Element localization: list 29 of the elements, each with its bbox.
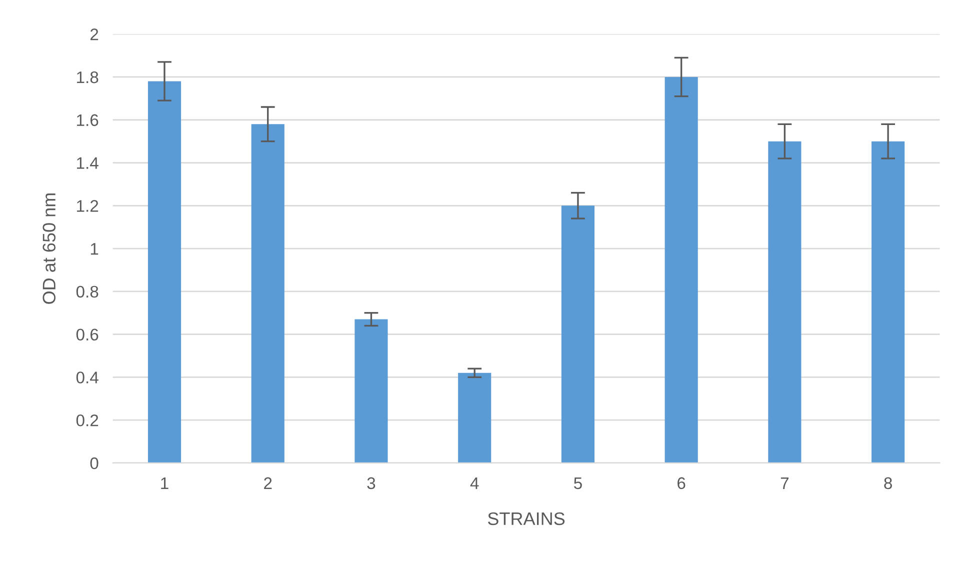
x-tick-label: 3 xyxy=(367,477,376,490)
x-axis-title: STRAINS xyxy=(488,512,565,526)
x-tick-label: 2 xyxy=(264,477,272,489)
bar xyxy=(768,141,802,463)
x-tick-label: 4 xyxy=(470,477,479,489)
y-tick-label: 0.6 xyxy=(76,328,98,341)
x-tick-label: 5 xyxy=(574,477,582,490)
y-tick-label: 1 xyxy=(90,243,98,255)
y-axis-title: OD at 650 nm xyxy=(42,194,56,304)
y-tick-label: 0.2 xyxy=(76,414,98,426)
y-tick-label: 0 xyxy=(90,457,98,470)
bar xyxy=(458,372,492,463)
bar xyxy=(561,206,594,463)
bar xyxy=(872,141,905,463)
y-tick-label: 1.8 xyxy=(77,71,98,84)
bar xyxy=(354,319,388,463)
y-tick-label: 1.6 xyxy=(77,114,98,126)
bar xyxy=(251,124,284,463)
y-tick-label: 1.2 xyxy=(77,200,98,212)
x-tick-label: 7 xyxy=(780,477,788,489)
y-tick-label: 1.4 xyxy=(77,157,98,169)
y-tick-label: 0.4 xyxy=(76,372,98,384)
bar xyxy=(148,81,182,463)
x-tick-label: 1 xyxy=(161,477,168,489)
y-tick-label: 2 xyxy=(90,28,98,40)
bar xyxy=(664,76,698,463)
x-tick-label: 8 xyxy=(884,477,892,490)
x-tick-label: 6 xyxy=(678,477,686,490)
y-tick-label: 0.8 xyxy=(76,286,98,298)
